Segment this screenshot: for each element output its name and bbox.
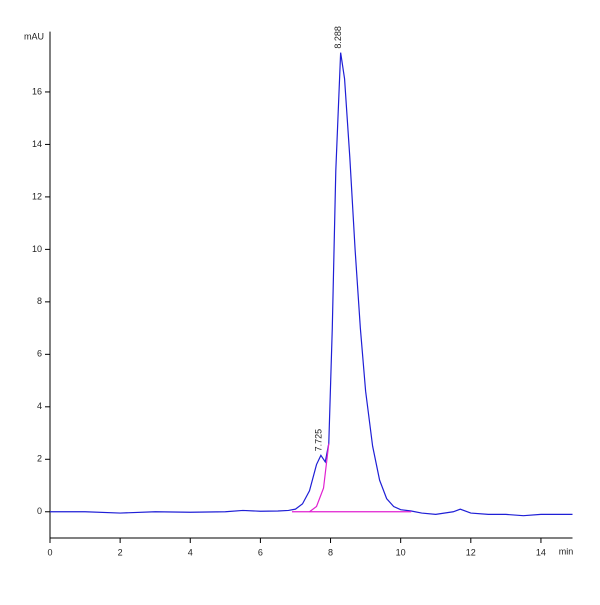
trace	[309, 443, 330, 513]
y-tick-label: 8	[37, 296, 42, 306]
y-tick-label: 16	[32, 86, 42, 96]
trace	[50, 52, 573, 517]
y-tick-label: 2	[37, 454, 42, 464]
peak-label: 8.288	[333, 26, 343, 49]
x-tick-label: 2	[118, 547, 123, 557]
x-tick-label: 8	[328, 547, 333, 557]
y-tick-label: 4	[37, 401, 42, 411]
x-tick-label: 0	[47, 547, 52, 557]
x-tick-label: 12	[466, 547, 476, 557]
y-tick-label: 0	[37, 506, 42, 516]
y-tick-label: 14	[32, 139, 42, 149]
y-tick-label: 12	[32, 191, 42, 201]
x-tick-label: 10	[396, 547, 406, 557]
peak-label: 7.725	[313, 429, 323, 452]
x-tick-label: 6	[258, 547, 263, 557]
y-axis-label: mAU	[24, 31, 44, 41]
x-axis-label: min	[559, 546, 574, 556]
x-tick-label: 14	[536, 547, 546, 557]
y-tick-label: 10	[32, 244, 42, 254]
x-tick-label: 4	[188, 547, 193, 557]
y-tick-label: 6	[37, 349, 42, 359]
